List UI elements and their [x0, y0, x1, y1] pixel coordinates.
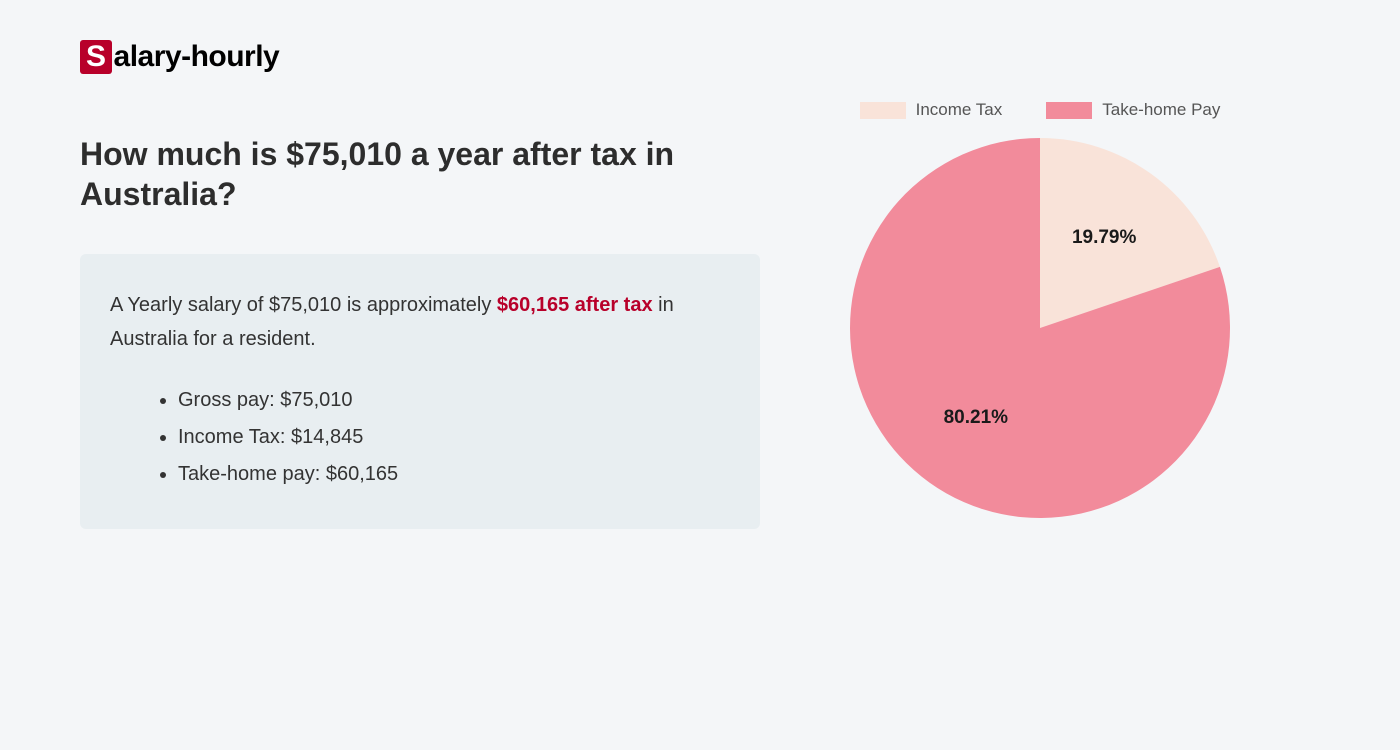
legend-swatch	[1046, 102, 1092, 119]
legend-label: Income Tax	[916, 100, 1003, 120]
summary-list: Gross pay: $75,010 Income Tax: $14,845 T…	[110, 382, 730, 493]
list-item: Income Tax: $14,845	[178, 419, 730, 456]
legend-swatch	[860, 102, 906, 119]
pie-slice-label: 19.79%	[1072, 227, 1136, 249]
summary-highlight: $60,165 after tax	[497, 294, 653, 316]
pie-svg	[850, 138, 1230, 518]
right-column: Income Tax Take-home Pay 19.79% 80.21%	[820, 40, 1260, 529]
pie-chart: 19.79% 80.21%	[850, 138, 1230, 518]
chart-legend: Income Tax Take-home Pay	[820, 100, 1260, 120]
list-item: Take-home pay: $60,165	[178, 456, 730, 493]
legend-label: Take-home Pay	[1102, 100, 1220, 120]
page-container: Salary-hourly How much is $75,010 a year…	[0, 0, 1400, 569]
legend-item-take-home: Take-home Pay	[1046, 100, 1220, 120]
list-item: Gross pay: $75,010	[178, 382, 730, 419]
pie-slice-label: 80.21%	[944, 407, 1008, 429]
page-title: How much is $75,010 a year after tax in …	[80, 134, 760, 214]
summary-pre: A Yearly salary of $75,010 is approximat…	[110, 294, 497, 316]
left-column: Salary-hourly How much is $75,010 a year…	[80, 40, 760, 529]
logo-badge: S	[80, 40, 112, 74]
summary-box: A Yearly salary of $75,010 is approximat…	[80, 254, 760, 529]
summary-sentence: A Yearly salary of $75,010 is approximat…	[110, 288, 730, 356]
legend-item-income-tax: Income Tax	[860, 100, 1003, 120]
site-logo: Salary-hourly	[80, 40, 760, 74]
logo-text: alary-hourly	[114, 40, 280, 73]
